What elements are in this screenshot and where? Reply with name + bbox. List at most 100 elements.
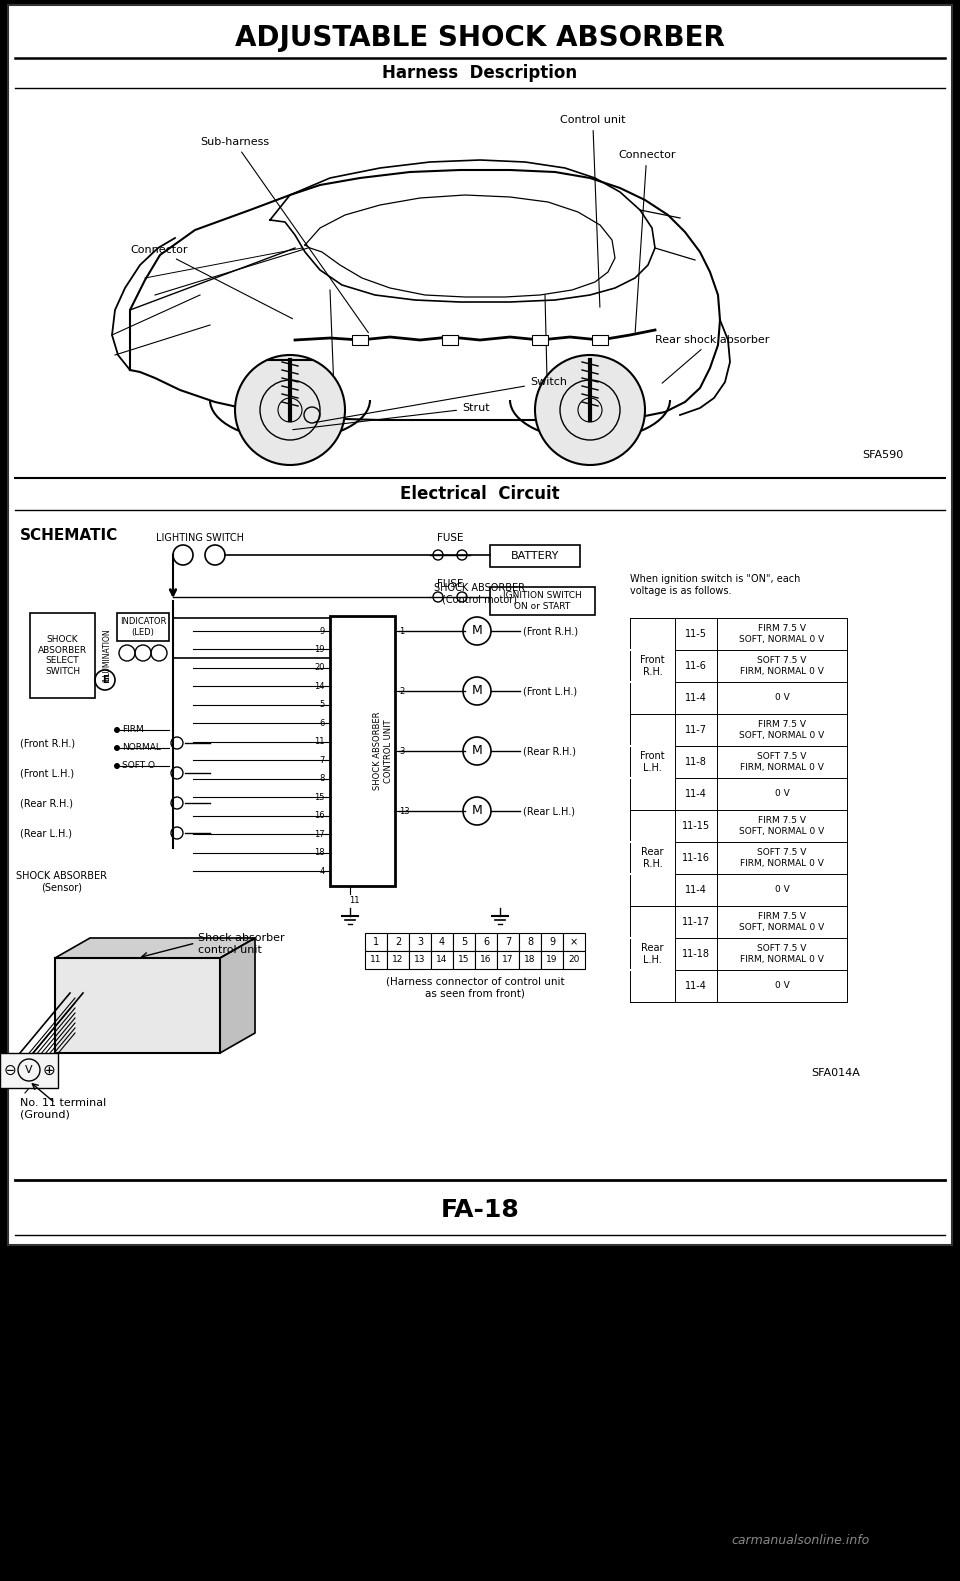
- Text: M: M: [471, 624, 482, 637]
- Text: (Front R.H.): (Front R.H.): [523, 626, 578, 636]
- Text: 11: 11: [371, 955, 382, 964]
- Text: M: M: [471, 745, 482, 757]
- Text: FA-18: FA-18: [441, 1198, 519, 1222]
- Text: V: V: [25, 1066, 33, 1075]
- Text: 15: 15: [458, 955, 469, 964]
- Text: 11: 11: [349, 896, 360, 904]
- Bar: [387, 952, 409, 969]
- Text: 6: 6: [483, 938, 489, 947]
- Text: ADJUSTABLE SHOCK ABSORBER: ADJUSTABLE SHOCK ABSORBER: [235, 24, 725, 52]
- Text: SOFT 7.5 V
FIRM, NORMAL 0 V: SOFT 7.5 V FIRM, NORMAL 0 V: [740, 944, 824, 964]
- Text: SFA590: SFA590: [862, 451, 903, 460]
- Text: ×: ×: [570, 938, 578, 947]
- Bar: [541, 952, 563, 969]
- Text: Connector: Connector: [618, 150, 676, 332]
- Text: 16: 16: [314, 811, 325, 821]
- Text: ⊖: ⊖: [4, 1062, 16, 1078]
- Text: 11-4: 11-4: [685, 885, 707, 895]
- Text: 1: 1: [372, 938, 379, 947]
- Text: 7: 7: [505, 938, 511, 947]
- Text: 4: 4: [439, 938, 445, 947]
- Polygon shape: [55, 938, 255, 958]
- Text: 8: 8: [527, 938, 533, 947]
- Text: NORMAL: NORMAL: [122, 743, 161, 753]
- Text: Switch: Switch: [315, 376, 567, 422]
- Text: 19: 19: [315, 645, 325, 655]
- Text: 3: 3: [417, 938, 423, 947]
- Text: 11-16: 11-16: [682, 854, 710, 863]
- Bar: [475, 952, 497, 969]
- Bar: [409, 952, 431, 969]
- Text: Rear
L.H.: Rear L.H.: [641, 944, 663, 964]
- Text: 11: 11: [315, 737, 325, 746]
- Text: FIRM 7.5 V
SOFT, NORMAL 0 V: FIRM 7.5 V SOFT, NORMAL 0 V: [739, 816, 825, 836]
- Bar: [30, 613, 95, 697]
- Text: FIRM: FIRM: [122, 726, 144, 735]
- Text: SOFT 7.5 V
FIRM, NORMAL 0 V: SOFT 7.5 V FIRM, NORMAL 0 V: [740, 849, 824, 868]
- Text: 15: 15: [315, 792, 325, 802]
- Text: 17: 17: [314, 830, 325, 838]
- Text: 19: 19: [546, 955, 558, 964]
- Bar: [497, 933, 519, 952]
- Bar: [409, 933, 431, 952]
- Circle shape: [114, 745, 120, 751]
- Text: ⊕: ⊕: [42, 1062, 56, 1078]
- Bar: [453, 952, 475, 969]
- Text: 5: 5: [461, 938, 468, 947]
- Text: M: M: [471, 685, 482, 697]
- Text: 2: 2: [395, 938, 401, 947]
- Text: SHOCK ABSORBER
(Sensor): SHOCK ABSORBER (Sensor): [16, 871, 108, 893]
- Bar: [431, 952, 453, 969]
- Text: FIRM 7.5 V
SOFT, NORMAL 0 V: FIRM 7.5 V SOFT, NORMAL 0 V: [739, 624, 825, 643]
- Text: (Rear R.H.): (Rear R.H.): [20, 798, 73, 808]
- Text: 14: 14: [436, 955, 447, 964]
- Text: 6: 6: [320, 719, 325, 727]
- Bar: [431, 933, 453, 952]
- Text: 18: 18: [314, 847, 325, 857]
- Text: 16: 16: [480, 955, 492, 964]
- Text: 0 V: 0 V: [775, 694, 789, 702]
- Text: (Front L.H.): (Front L.H.): [20, 768, 74, 778]
- Text: carmanualsonline.info: carmanualsonline.info: [732, 1534, 870, 1546]
- Text: (Front L.H.): (Front L.H.): [523, 686, 577, 696]
- Text: FIRM 7.5 V
SOFT, NORMAL 0 V: FIRM 7.5 V SOFT, NORMAL 0 V: [739, 721, 825, 740]
- Text: FUSE: FUSE: [437, 579, 464, 590]
- Text: (Front R.H.): (Front R.H.): [20, 738, 75, 748]
- Text: 5: 5: [320, 700, 325, 710]
- Bar: [0, 1053, 58, 1088]
- Circle shape: [535, 356, 645, 465]
- Text: Rear shock absorber: Rear shock absorber: [655, 335, 769, 383]
- Text: SOFT O: SOFT O: [122, 762, 155, 770]
- Bar: [519, 933, 541, 952]
- Text: Rear
R.H.: Rear R.H.: [641, 847, 663, 870]
- Text: SOFT 7.5 V
FIRM, NORMAL 0 V: SOFT 7.5 V FIRM, NORMAL 0 V: [740, 656, 824, 675]
- Bar: [365, 952, 387, 969]
- Text: 0 V: 0 V: [775, 789, 789, 798]
- Text: 14: 14: [315, 681, 325, 691]
- Bar: [475, 933, 497, 952]
- Text: 11-4: 11-4: [685, 692, 707, 704]
- Text: M: M: [471, 805, 482, 817]
- Text: 11-4: 11-4: [685, 789, 707, 798]
- Bar: [387, 933, 409, 952]
- Text: 12: 12: [393, 955, 404, 964]
- Text: 7: 7: [320, 756, 325, 765]
- Bar: [563, 933, 585, 952]
- Polygon shape: [220, 938, 255, 1053]
- Text: Front
R.H.: Front R.H.: [640, 655, 665, 677]
- Bar: [8, 5, 952, 1244]
- Bar: [592, 335, 608, 345]
- Text: 9: 9: [549, 938, 555, 947]
- Bar: [490, 545, 580, 568]
- Text: 11-7: 11-7: [685, 726, 707, 735]
- Text: 17: 17: [502, 955, 514, 964]
- Text: 1: 1: [399, 626, 404, 636]
- Text: SCHEMATIC: SCHEMATIC: [20, 528, 118, 542]
- Text: 11-5: 11-5: [685, 629, 707, 639]
- Text: FUSE: FUSE: [437, 533, 464, 542]
- Text: Front
L.H.: Front L.H.: [640, 751, 665, 773]
- Text: 3: 3: [399, 746, 404, 756]
- Bar: [442, 335, 458, 345]
- Text: 11-4: 11-4: [685, 980, 707, 991]
- Text: IGNITION SWITCH
ON or START: IGNITION SWITCH ON or START: [503, 591, 582, 610]
